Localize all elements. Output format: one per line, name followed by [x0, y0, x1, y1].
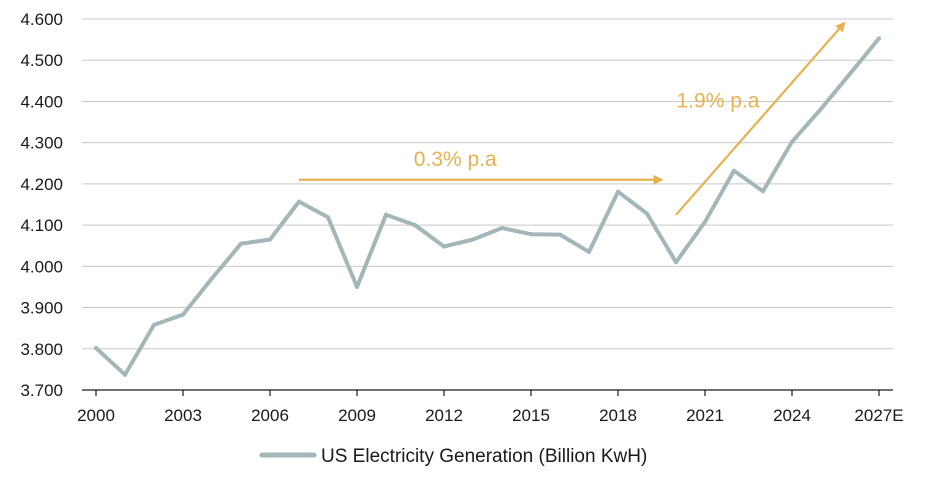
data-point-2024: [790, 139, 794, 144]
series: [94, 36, 881, 377]
x-tick-label: 2012: [425, 406, 463, 425]
y-tick-label: 4.200: [20, 175, 63, 194]
axes: 3.700 3.800 3.900 4.000 4.100 4.200 4.300 4.400…: [20, 10, 903, 425]
data-point-2027: [877, 36, 881, 41]
data-point-2017: [587, 249, 591, 254]
x-tick-label: 2009: [338, 406, 376, 425]
x-tick-label: 2027E: [854, 406, 903, 425]
series-line-0: [94, 36, 881, 377]
annotations: 0.3% p.a 1.9% p.a: [299, 21, 846, 216]
y-tick-label: 3.800: [20, 340, 63, 359]
data-point-2005: [239, 241, 243, 246]
data-point-2000: [94, 345, 98, 350]
y-tick-label: 3.900: [20, 299, 63, 318]
x-tick-label: 2003: [164, 406, 202, 425]
data-point-2010: [384, 212, 388, 217]
data-point-2019: [645, 211, 649, 216]
x-tick-label: 2021: [686, 406, 724, 425]
y-tick-label: 4.500: [20, 51, 63, 70]
growth-rate-label-1: 0.3% p.a: [414, 148, 497, 171]
data-point-2001: [123, 372, 127, 377]
y-tick-label: 4.100: [20, 216, 63, 235]
x-tick-label: 2015: [512, 406, 550, 425]
data-point-2007: [297, 199, 301, 204]
data-point-2015: [529, 232, 533, 237]
data-point-2013: [471, 237, 475, 242]
data-point-2026: [848, 71, 852, 76]
x-tick-label: 2006: [251, 406, 289, 425]
data-point-2020: [674, 260, 678, 265]
data-point-2009: [355, 284, 359, 289]
x-tick-label: 2024: [773, 406, 811, 425]
data-point-2018: [616, 189, 620, 194]
data-point-2022: [732, 168, 736, 173]
x-tick-label: 2018: [599, 406, 637, 425]
data-point-2025: [819, 106, 823, 111]
y-tick-label: 3.700: [20, 381, 63, 400]
data-point-2011: [413, 223, 417, 228]
data-point-2002: [152, 322, 156, 327]
legend: US Electricity Generation (Billion KwH): [259, 446, 647, 467]
x-tick-label: 2000: [77, 406, 115, 425]
growth-arrow-2: [675, 21, 846, 216]
legend-label: US Electricity Generation (Billion KwH): [321, 446, 647, 467]
y-tick-label: 4.600: [20, 10, 63, 29]
data-point-2003: [181, 312, 185, 317]
data-point-2012: [442, 244, 446, 249]
data-point-2023: [761, 189, 765, 194]
data-point-2016: [558, 232, 562, 237]
y-tick-label: 4.300: [20, 134, 63, 153]
data-point-2004: [210, 276, 214, 281]
data-point-2021: [703, 219, 707, 224]
data-point-2006: [268, 237, 272, 242]
data-point-2008: [326, 215, 330, 220]
data-point-2014: [500, 225, 504, 230]
grid-lines: [82, 18, 893, 350]
y-tick-label: 4.400: [20, 92, 63, 111]
y-tick-label: 4.000: [20, 257, 63, 276]
growth-rate-label-2: 1.9% p.a: [677, 89, 760, 112]
